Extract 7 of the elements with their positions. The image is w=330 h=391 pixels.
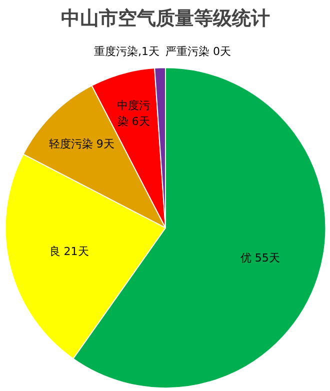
category-label: 严重污染 0天 bbox=[166, 44, 231, 58]
chart-title: 中山市空气质量等级统计 bbox=[61, 8, 270, 30]
slice-label: 中度污染 6天 bbox=[117, 99, 150, 128]
slice-label: 优 55天 bbox=[240, 251, 280, 264]
slice-label: 重度污染,1天 bbox=[94, 44, 160, 58]
slice-label: 轻度污染 9天 bbox=[48, 137, 114, 150]
slice-label: 良 21天 bbox=[49, 244, 89, 258]
